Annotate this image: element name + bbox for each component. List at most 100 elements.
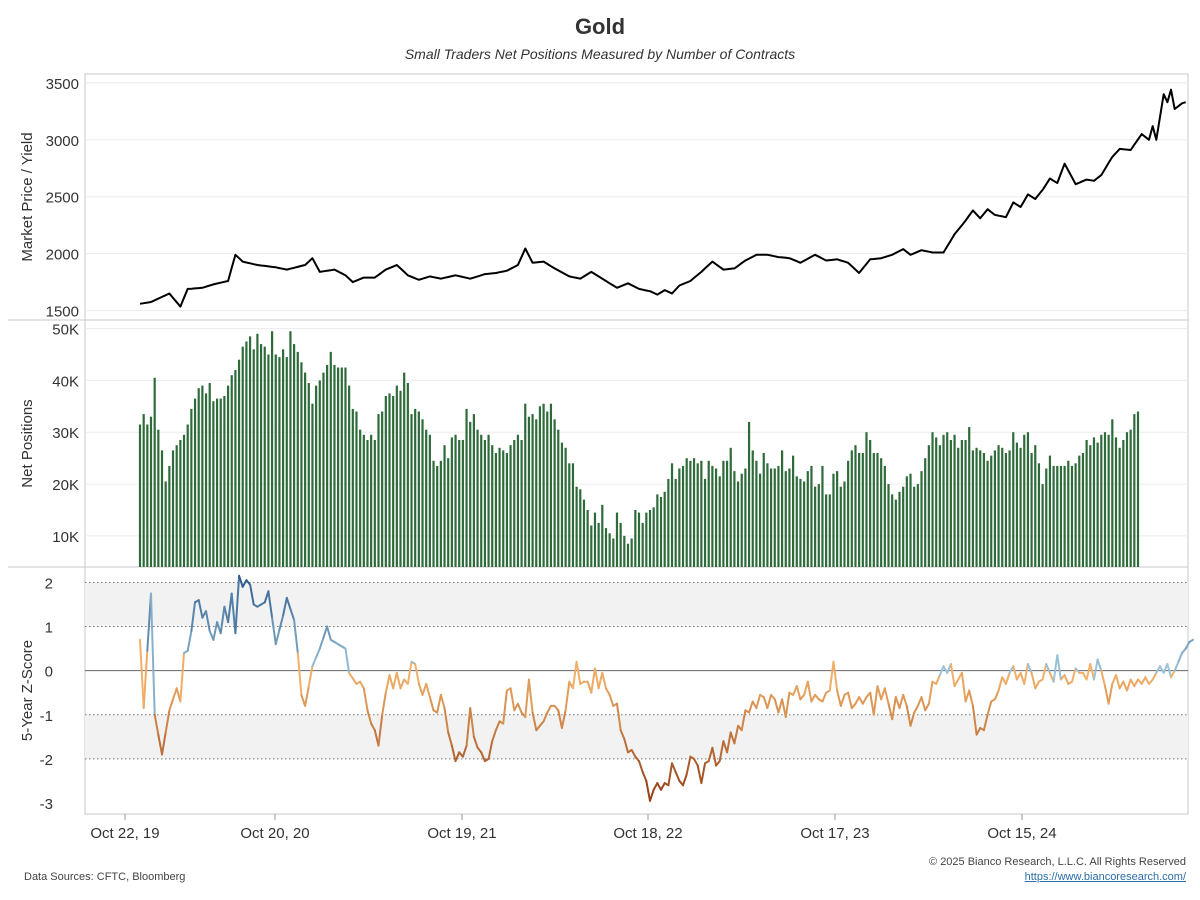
zscore-line-segment <box>572 660 578 690</box>
bar <box>733 471 736 567</box>
zscore-line-segment <box>1184 641 1191 650</box>
bar <box>722 460 725 567</box>
bar <box>942 434 945 567</box>
zscore-line-segment <box>142 649 149 710</box>
bar <box>509 445 512 567</box>
zscore-line-segment <box>773 698 780 714</box>
bar <box>252 349 255 567</box>
zscore-line-segment <box>590 667 596 694</box>
bar <box>568 463 571 567</box>
bar <box>491 445 494 567</box>
bar <box>557 429 560 567</box>
zscore-line-segment <box>1045 663 1051 674</box>
zscore-line-segment <box>832 660 839 692</box>
zscore-line-segment <box>1188 638 1194 643</box>
bar <box>157 429 160 567</box>
bar <box>597 522 600 567</box>
zscore-line-segment <box>1041 663 1048 681</box>
zscore-line-segment <box>524 678 530 718</box>
bar <box>487 434 490 567</box>
bar <box>1030 453 1033 567</box>
zscore-line-segment <box>1026 663 1033 674</box>
zscore-line-segment <box>168 698 174 712</box>
bar <box>575 486 578 567</box>
zscore-line-segment <box>660 782 666 791</box>
zscore-line-segment <box>986 700 993 716</box>
price-line <box>139 88 1186 308</box>
bar <box>634 510 637 567</box>
bar <box>711 465 714 567</box>
zscore-line-segment <box>608 693 615 707</box>
zscore-line-segment <box>436 693 442 714</box>
bar <box>670 463 674 567</box>
bar <box>259 344 263 567</box>
zscore-line-segment <box>909 711 916 727</box>
bar <box>1059 465 1063 567</box>
zscore-line-segment <box>821 691 828 703</box>
y-tick-label: 3500 <box>46 76 79 93</box>
bar <box>590 525 593 567</box>
zscore-line-segment <box>652 782 659 791</box>
zscore-line-segment <box>938 665 945 677</box>
zscore-line-segment <box>1089 663 1095 681</box>
bar <box>384 396 387 567</box>
zscore-line-segment <box>172 687 178 701</box>
zscore-line-segment <box>377 713 384 747</box>
bar <box>593 512 597 567</box>
bar <box>909 473 912 567</box>
zscore-line-segment <box>828 660 835 692</box>
zscore-line-segment <box>406 660 413 685</box>
y-tick-label: 2 <box>45 575 53 592</box>
zscore-line-segment <box>491 729 497 743</box>
bar <box>1085 440 1088 567</box>
bar <box>582 499 586 567</box>
x-tick-label: Oct 15, 24 <box>987 825 1056 842</box>
bar <box>920 471 923 567</box>
zscore-line-segment <box>619 729 626 740</box>
bar <box>1056 465 1059 567</box>
zscore-line-segment <box>880 687 886 701</box>
bar <box>289 331 292 567</box>
zscore-line-segment <box>1155 665 1161 674</box>
zscore-line-segment <box>326 625 332 641</box>
bar <box>256 333 259 567</box>
y-tick-label: 3000 <box>46 133 79 150</box>
zscore-line-segment <box>1170 669 1176 679</box>
zscore-line-segment <box>971 704 978 736</box>
bar <box>1026 432 1030 567</box>
y-tick-label: 40K <box>52 373 79 390</box>
bar <box>1052 465 1055 567</box>
bar <box>513 440 516 567</box>
zscore-line-segment <box>1177 652 1183 663</box>
bar <box>725 460 729 567</box>
zscore-line-segment <box>546 704 552 714</box>
bar <box>472 414 475 567</box>
zscore-line-segment <box>366 709 373 725</box>
bar <box>836 471 839 567</box>
zscore-line-segment <box>1122 680 1128 692</box>
zscore-line-segment <box>197 599 204 619</box>
bar <box>348 385 351 567</box>
zscore-line-segment <box>1071 667 1077 683</box>
bar <box>729 447 732 567</box>
bar <box>876 453 879 567</box>
zscore-line-segment <box>839 693 846 707</box>
bar <box>370 434 373 567</box>
zscore-line-segment <box>700 762 706 785</box>
bar <box>293 344 296 567</box>
website-link[interactable]: https://www.biancoresearch.com/ <box>1024 871 1186 883</box>
zscore-line-segment <box>777 698 784 714</box>
copyright-text: © 2025 Bianco Research, L.L.C. All Right… <box>929 856 1186 868</box>
bar <box>245 341 248 567</box>
bar <box>626 543 630 567</box>
zscore-line-segment <box>304 685 310 707</box>
zscore-line-segment <box>454 751 461 763</box>
zscore-line-segment <box>560 709 567 729</box>
bar <box>1070 465 1074 567</box>
zscore-line-segment <box>516 702 523 714</box>
bar <box>432 460 435 567</box>
zscore-line-segment <box>494 720 501 732</box>
zscore-line-segment <box>1107 682 1114 705</box>
bar <box>1114 437 1118 567</box>
